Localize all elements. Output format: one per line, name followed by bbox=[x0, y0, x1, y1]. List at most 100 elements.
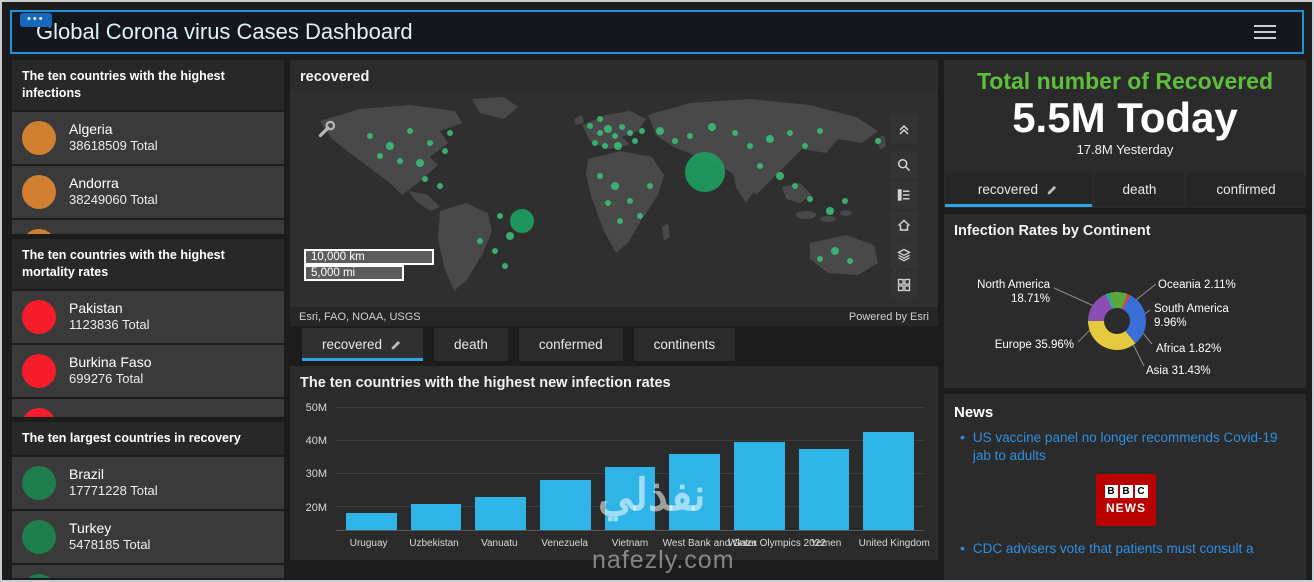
country-list-item[interactable]: Argentina bbox=[12, 564, 284, 578]
map-tab-death[interactable]: death bbox=[434, 328, 508, 361]
country-name: Pakistan bbox=[69, 300, 123, 317]
news-link-text: CDC advisers vote that patients must con… bbox=[972, 541, 1254, 557]
country-total: 1123836 Total bbox=[69, 317, 150, 333]
country-name: Guinea-Bissau bbox=[69, 416, 161, 417]
x-tick-label: Winter Olympics 2022 bbox=[727, 538, 826, 549]
options-badge[interactable]: ••• bbox=[20, 13, 52, 27]
country-name: Algeria bbox=[69, 121, 113, 138]
y-axis: 20M 30M 40M 50M bbox=[298, 401, 332, 531]
world-map[interactable]: 10,000 km 5,000 mi bbox=[290, 91, 938, 307]
x-tick-label: Yemen bbox=[810, 538, 842, 549]
country-list-item[interactable]: Brazil 17771228 Total bbox=[12, 456, 284, 509]
bar-chart: 20M 30M 40M 50M Uruguay Uzbekistan Vanuatu Ven… bbox=[298, 401, 930, 551]
bar-Uruguay[interactable] bbox=[346, 513, 397, 530]
sketch-tool-icon[interactable] bbox=[316, 119, 338, 141]
totals-heading: Total number of Recovered bbox=[976, 68, 1274, 94]
continent-label-europe: Europe 35.96% bbox=[994, 339, 1074, 351]
continent-panel: Infection Rates by Continent North Ameri… bbox=[944, 214, 1306, 388]
continent-title: Infection Rates by Continent bbox=[954, 223, 1151, 239]
category-dot-icon bbox=[22, 353, 56, 388]
collapse-up-icon[interactable] bbox=[890, 115, 918, 143]
home-icon[interactable] bbox=[890, 211, 918, 239]
tab-label: recovered bbox=[322, 337, 383, 352]
bbc-letter-box: C bbox=[1134, 485, 1148, 499]
country-total: 38249060 Total bbox=[69, 192, 158, 208]
map-tab-recovered[interactable]: recovered bbox=[302, 328, 424, 361]
x-tick-label: Vietnam bbox=[611, 538, 649, 549]
country-list-item[interactable]: Burkina Faso 699276 Total bbox=[12, 344, 284, 397]
country-name: Brazil bbox=[69, 466, 105, 483]
totals-tab-death[interactable]: death bbox=[1094, 172, 1184, 207]
totals-tab-confirmed[interactable]: confirmed bbox=[1187, 172, 1305, 207]
sidebar: The ten countries with the highest infec… bbox=[12, 60, 284, 578]
tab-label: death bbox=[1122, 182, 1157, 197]
bullet-icon: • bbox=[960, 429, 965, 445]
bar-Uzbekistan[interactable] bbox=[410, 503, 462, 530]
country-total: 5478185 Total bbox=[69, 537, 151, 553]
legend-icon[interactable] bbox=[890, 181, 918, 209]
country-list-item[interactable]: Andorra 38249060 Total bbox=[12, 165, 284, 218]
search-icon[interactable] bbox=[890, 151, 918, 179]
category-dot-icon bbox=[22, 573, 56, 578]
tab-label: recovered bbox=[977, 182, 1038, 197]
bar-Vietnam[interactable] bbox=[604, 467, 656, 530]
sidebar-section: The ten largest countries in recovery Bra… bbox=[12, 422, 284, 578]
news-panel: News • US vaccine panel no longer recomme… bbox=[944, 394, 1306, 580]
page-title: Global Corona virus Cases Dashboard bbox=[36, 19, 413, 44]
continent-label-south-america: South America 9.96% bbox=[1154, 303, 1229, 330]
map-attribution-row: Esri, FAO, NOAA, USGS Powered by Esri bbox=[290, 307, 938, 326]
x-tick-label: Uruguay bbox=[349, 538, 388, 549]
map-tab-confermed[interactable]: confermed bbox=[518, 328, 623, 361]
section-header: The ten largest countries in recovery bbox=[12, 422, 284, 455]
edit-pencil-icon bbox=[1047, 185, 1057, 195]
bar-chart-panel: The ten countries with the highest new i… bbox=[290, 366, 938, 560]
map-tab-continents[interactable]: continents bbox=[633, 328, 736, 361]
totals-tab-recovered[interactable]: recovered bbox=[945, 172, 1092, 207]
bar-chart-title: The ten countries with the highest new i… bbox=[300, 375, 671, 391]
news-item-link[interactable]: • US vaccine panel no longer recommends C… bbox=[960, 429, 1292, 464]
bar-Venezuela[interactable] bbox=[540, 480, 591, 530]
donut-area: North America 18.71% Oceania 2.11% South A… bbox=[944, 244, 1306, 388]
x-tick-label: Uzbekistan bbox=[409, 538, 459, 549]
basemap-icon[interactable] bbox=[890, 271, 918, 299]
tab-label: death bbox=[454, 337, 488, 352]
x-axis-labels: Uruguay Uzbekistan Vanuatu Venezuela Vietnam… bbox=[336, 533, 930, 551]
x-tick-label: Vanuatu bbox=[481, 538, 518, 549]
category-dot-icon bbox=[22, 519, 56, 554]
bar-Yemen[interactable] bbox=[798, 448, 850, 530]
layers-icon[interactable] bbox=[890, 241, 918, 269]
continent-label-asia: Asia 31.43% bbox=[1146, 365, 1211, 377]
totals-subvalue: 17.8M Yesterday bbox=[1076, 142, 1174, 157]
news-title: News bbox=[954, 404, 994, 421]
category-dot-icon bbox=[22, 407, 56, 417]
bbc-news-logo[interactable]: B B C NEWS bbox=[1096, 474, 1156, 527]
gridline bbox=[336, 406, 924, 408]
bar-United Kingdom[interactable] bbox=[863, 432, 915, 530]
map-markers bbox=[367, 116, 881, 269]
category-dot-icon bbox=[22, 228, 56, 234]
bar-West Bank and Gaza[interactable] bbox=[669, 453, 721, 530]
bbc-letter-box: B bbox=[1104, 485, 1118, 499]
country-name: Andorra bbox=[69, 175, 119, 192]
donut-chart[interactable] bbox=[1088, 292, 1146, 350]
hamburger-menu-icon[interactable] bbox=[1254, 21, 1276, 43]
country-list-item[interactable]: Angola bbox=[12, 219, 284, 234]
y-tick-label: 20M bbox=[305, 501, 327, 514]
tab-label: continents bbox=[653, 337, 716, 352]
section-header: The ten countries with the highest infec… bbox=[12, 60, 284, 110]
scale-mi: 5,000 mi bbox=[304, 265, 404, 281]
continent-label-north-america: North America 18.71% bbox=[977, 279, 1050, 306]
news-item-link[interactable]: • CDC advisers vote that patients must co… bbox=[960, 540, 1292, 558]
map-attribution: Esri, FAO, NOAA, USGS bbox=[299, 310, 421, 323]
news-list: • US vaccine panel no longer recommends C… bbox=[944, 429, 1306, 558]
country-list-item[interactable]: Algeria 38618509 Total bbox=[12, 111, 284, 164]
bar-Vanuatu[interactable] bbox=[475, 496, 527, 530]
country-list-item[interactable]: Pakistan 1123836 Total bbox=[12, 290, 284, 343]
bar-plot bbox=[336, 401, 924, 531]
scalebar: 10,000 km 5,000 mi bbox=[304, 249, 434, 281]
map-panel-title: recovered bbox=[300, 69, 370, 85]
section-header: The ten countries with the highest morta… bbox=[12, 239, 284, 289]
country-list-item[interactable]: Guinea-Bissau bbox=[12, 398, 284, 417]
country-list-item[interactable]: Turkey 5478185 Total bbox=[12, 510, 284, 563]
bar-Winter Olympics 2022[interactable] bbox=[734, 442, 785, 530]
